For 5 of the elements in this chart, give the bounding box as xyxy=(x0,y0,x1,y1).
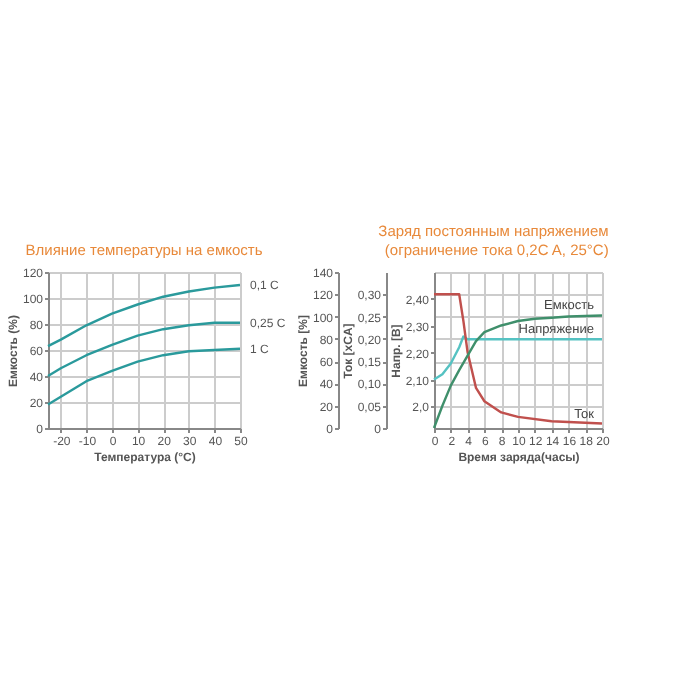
line-series xyxy=(46,321,242,378)
line-series xyxy=(432,335,604,381)
line-series xyxy=(432,293,604,425)
line-series xyxy=(46,283,242,348)
line-series xyxy=(46,347,242,406)
